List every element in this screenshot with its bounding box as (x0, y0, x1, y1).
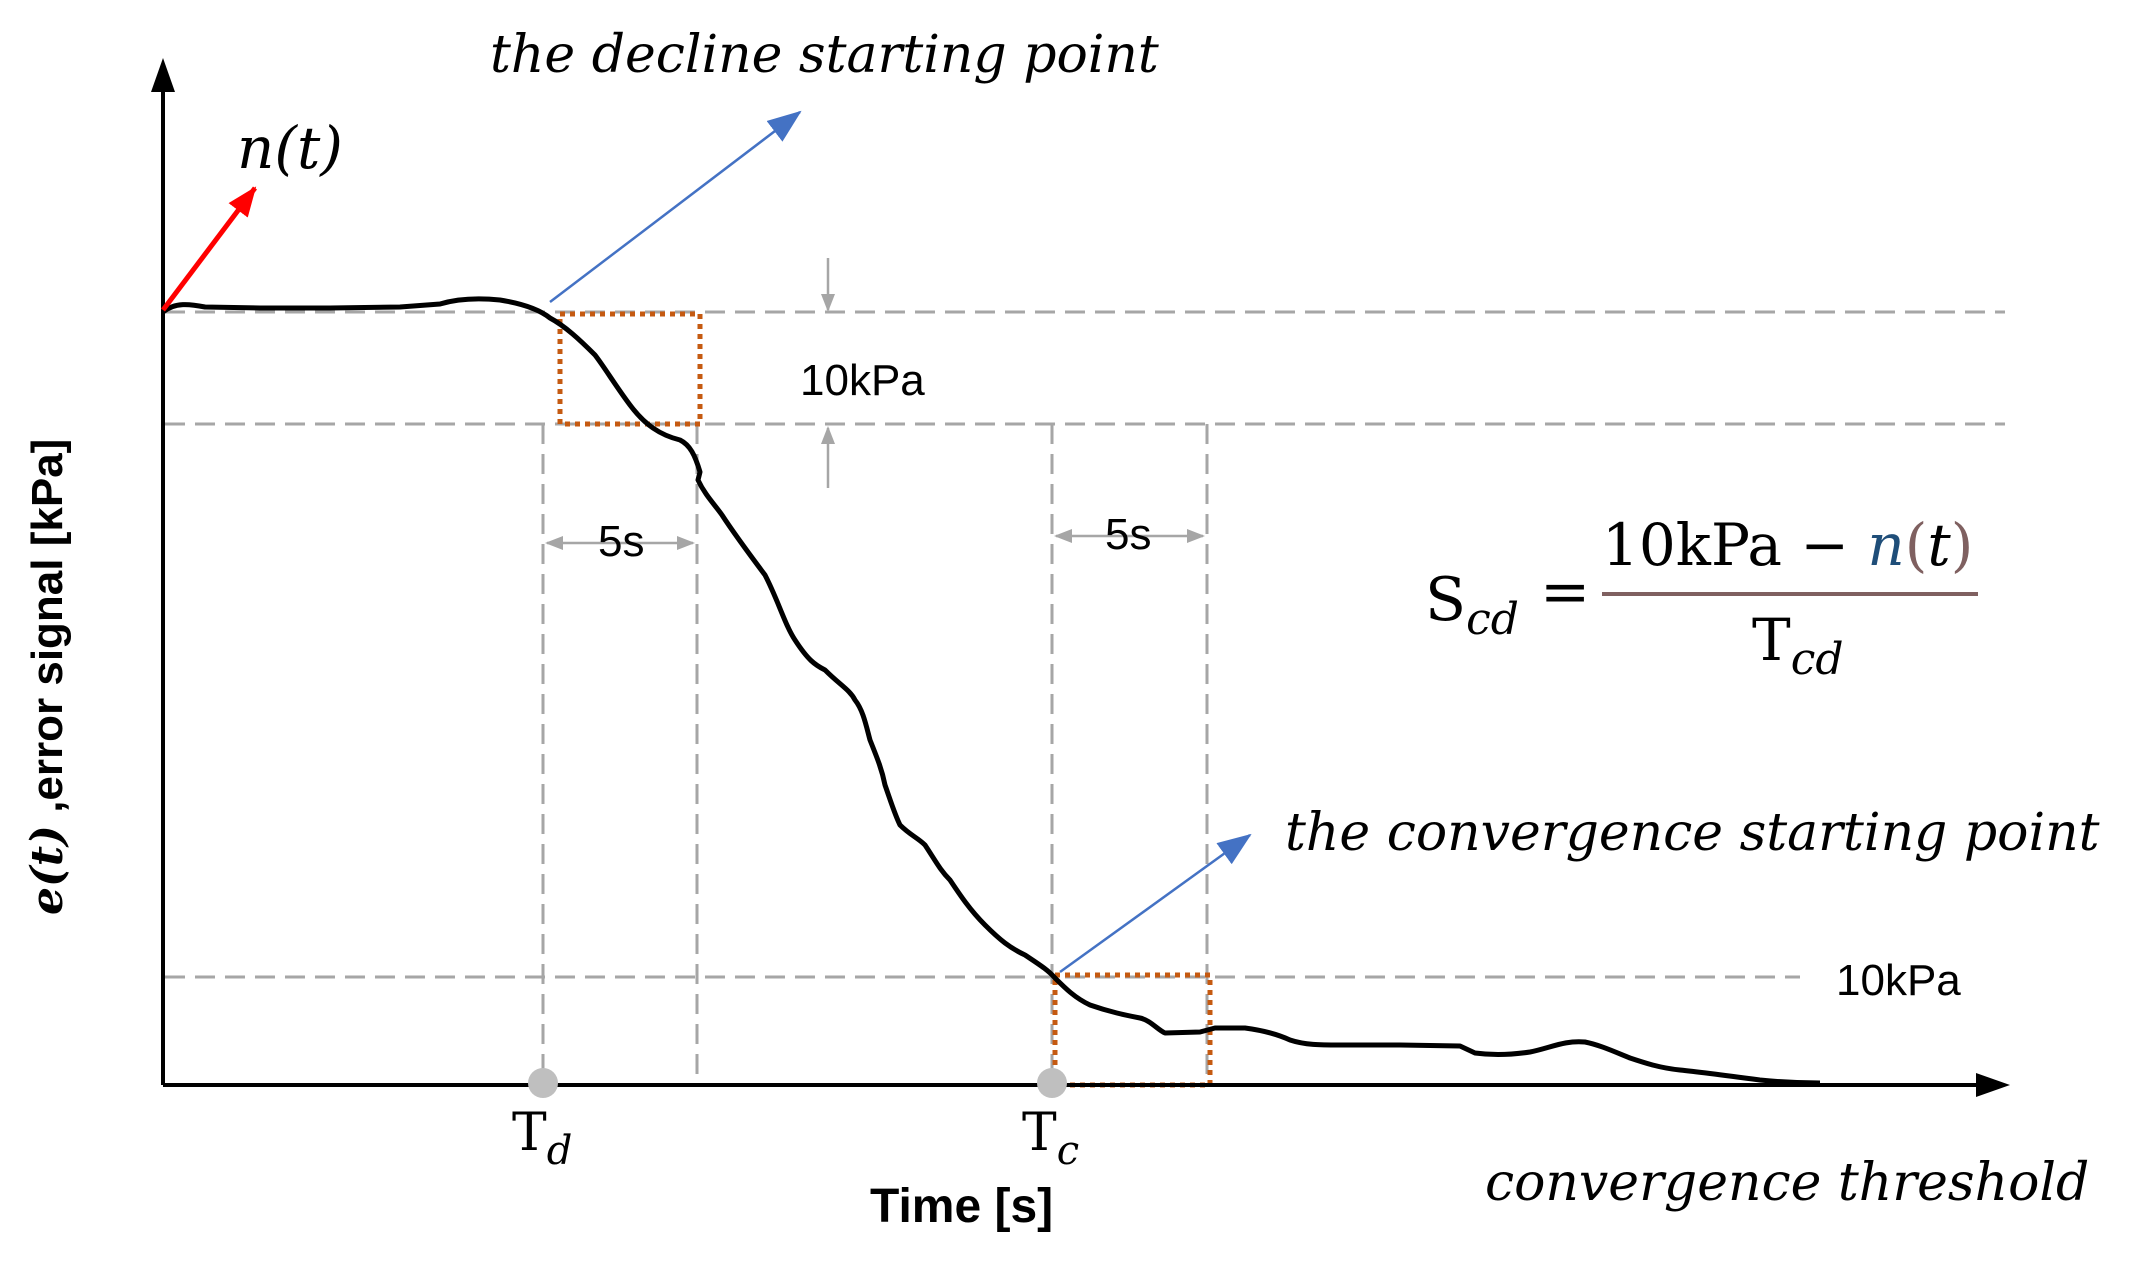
convergence-pointer-arrow (1059, 833, 1252, 974)
formula-denominator: Tcd (1752, 606, 1844, 685)
left-window-label: 5s (598, 517, 644, 566)
axes (151, 58, 2010, 1097)
td-tick-dot (528, 1068, 558, 1098)
tc-tick-label: Tc (1022, 1103, 1079, 1174)
decline-point-label: the decline starting point (490, 25, 1159, 85)
noise-label: n(t) (237, 114, 343, 182)
y-axis-arrowhead (151, 58, 175, 92)
y-axis-title: e(t) ,error signal [kPa] (22, 439, 73, 915)
tc-tick-dot (1037, 1068, 1067, 1098)
formula-lhs: Scd (1425, 565, 1519, 645)
td-tick-label: Td (512, 1103, 572, 1174)
decline-window-box (557, 311, 703, 427)
error-signal-curve (161, 296, 1821, 1086)
window-width-indicators (545, 529, 1205, 550)
noise-arrow (161, 186, 257, 312)
convergence-threshold-label: convergence threshold (1485, 1153, 2089, 1213)
decline-pointer-arrow (549, 110, 802, 303)
formula-numerator: 10kPa − n(t) (1602, 511, 1973, 579)
right-window-label: 5s (1105, 510, 1151, 559)
band-top-label: 10kPa (800, 356, 925, 405)
x-axis-arrowhead (1976, 1073, 2010, 1097)
guide-lines (165, 310, 2005, 1080)
convergence-point-label: the convergence starting point (1285, 803, 2100, 863)
slope-formula: Scd = 10kPa − n(t) Tcd (1425, 511, 1978, 685)
x-axis-title: Time [s] (870, 1180, 1053, 1233)
formula-equals: = (1540, 557, 1590, 627)
band-bottom-label: 10kPa (1836, 956, 1961, 1005)
